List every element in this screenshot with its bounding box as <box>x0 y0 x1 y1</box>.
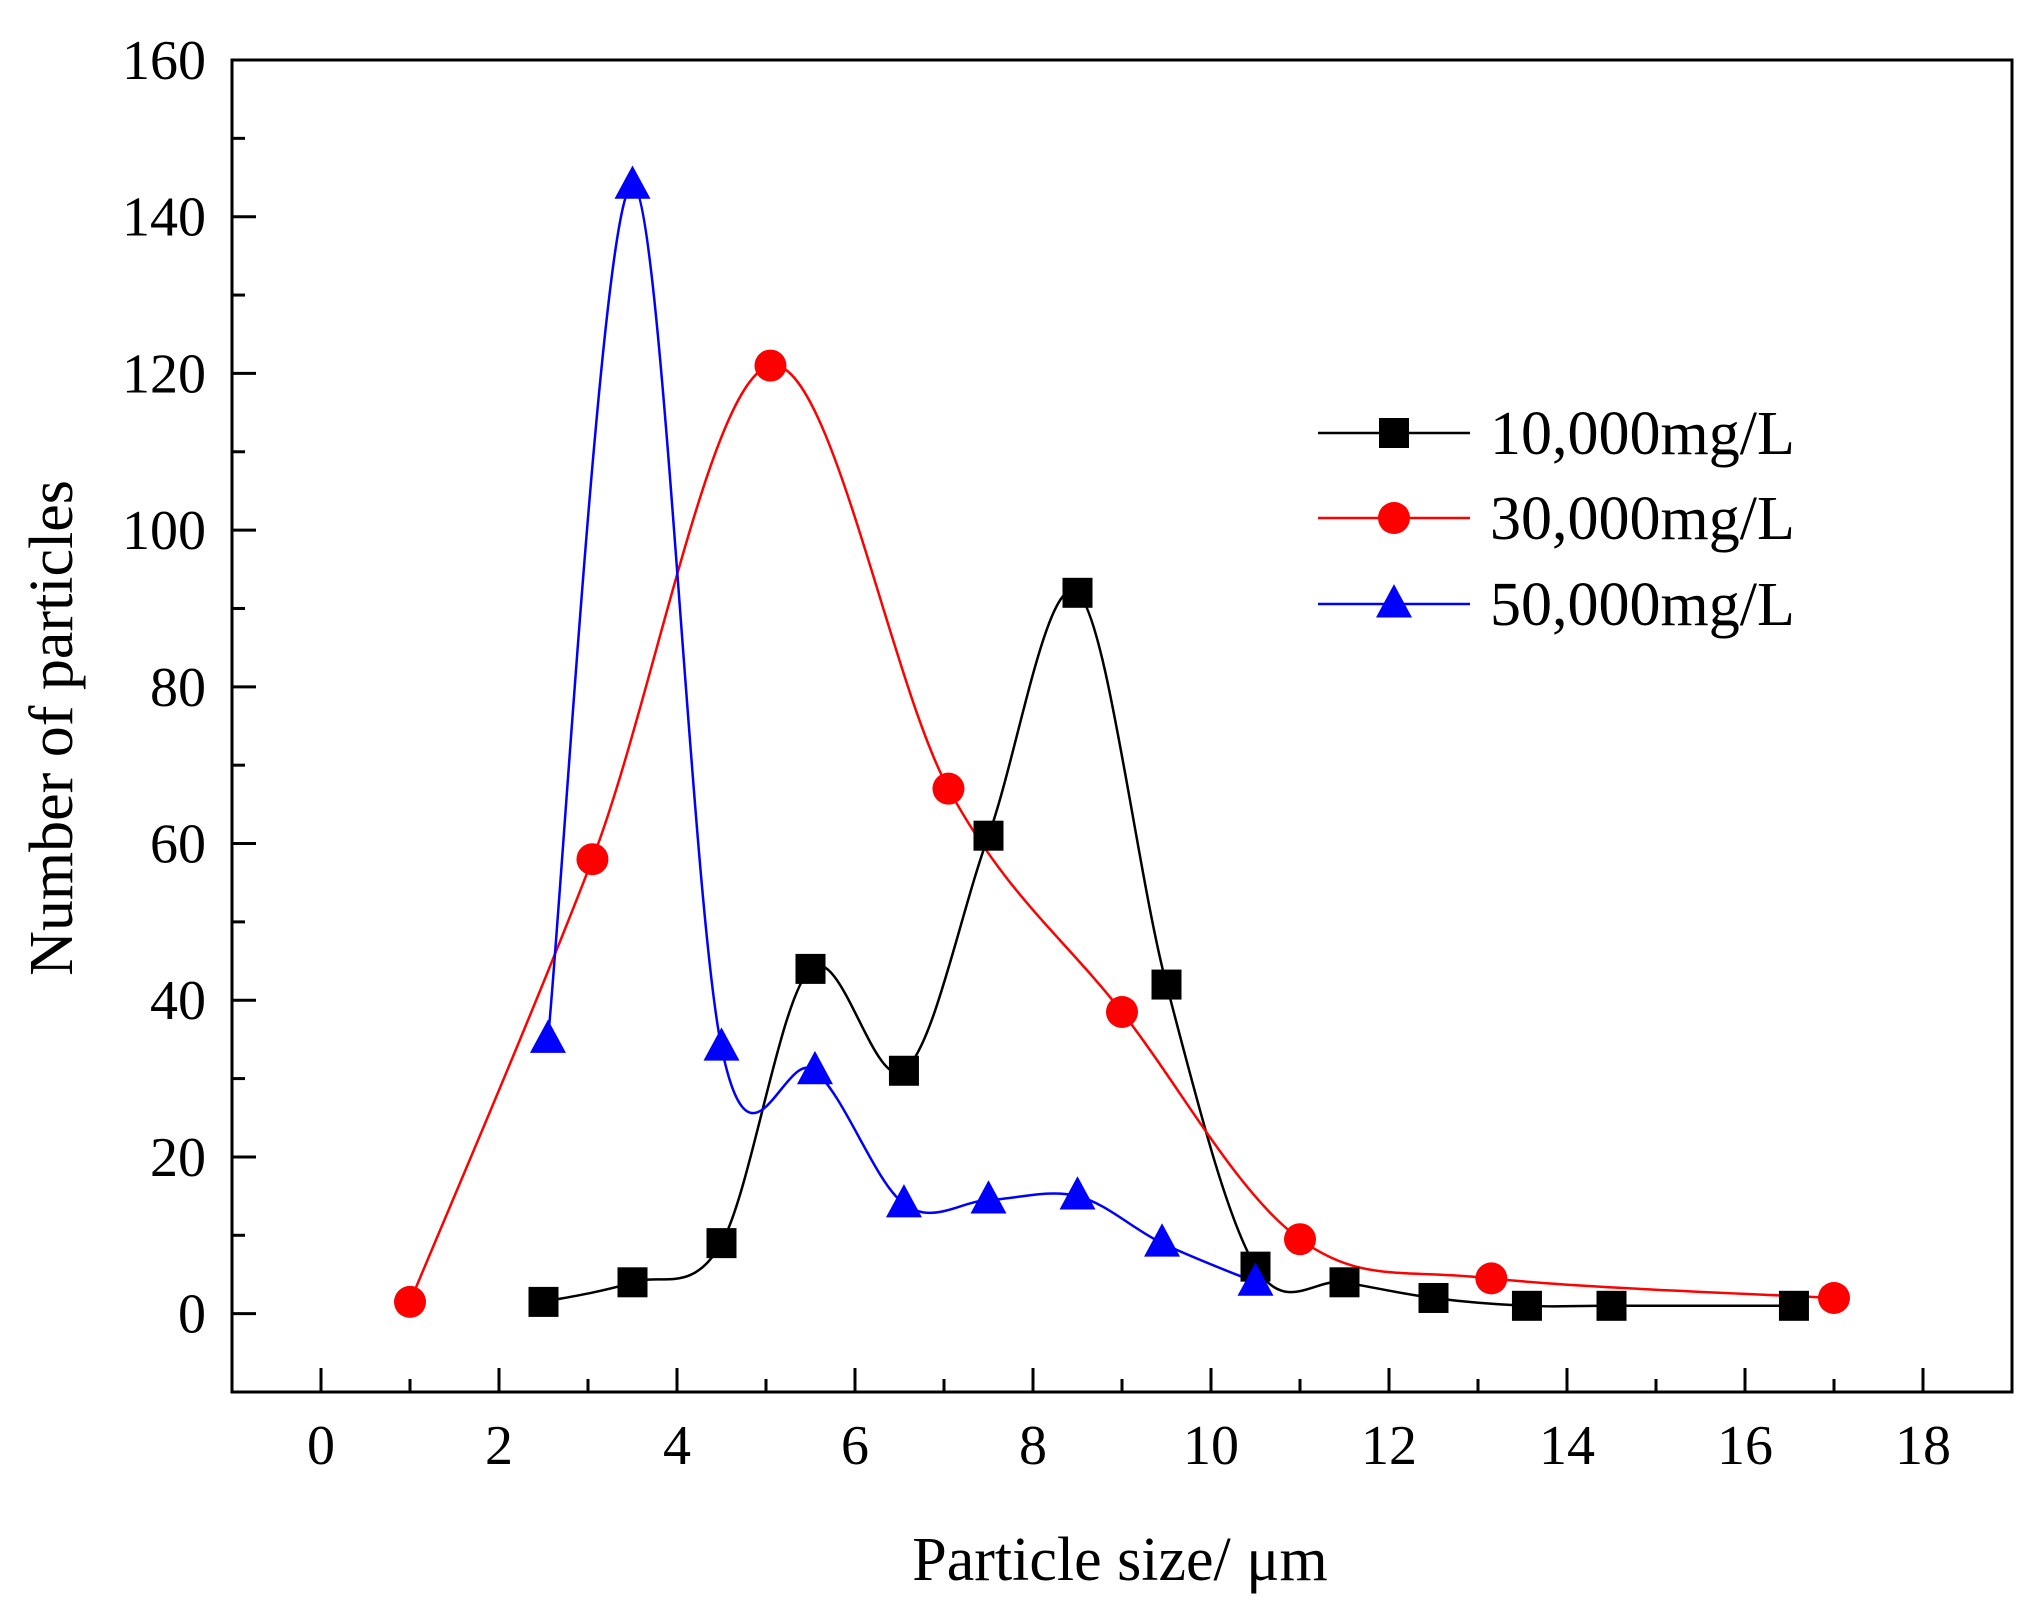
x-tick-label: 14 <box>1539 1415 1595 1477</box>
data-point-square <box>1511 1290 1542 1321</box>
x-tick-label: 18 <box>1895 1415 1951 1477</box>
legend-label: 30,000mg/L <box>1490 485 1795 553</box>
x-axis-title: Particle size/ μm <box>912 1526 1327 1594</box>
y-tick-label: 60 <box>150 814 206 876</box>
data-point-triangle <box>796 1050 833 1085</box>
data-point-square <box>973 820 1004 851</box>
data-point-square <box>617 1267 648 1298</box>
data-point-square <box>888 1055 919 1086</box>
data-point-triangle <box>1059 1176 1096 1210</box>
data-point-square <box>1418 1282 1449 1313</box>
x-tick-label: 16 <box>1717 1415 1773 1477</box>
data-point-triangle <box>885 1184 922 1218</box>
x-tick-label: 8 <box>1019 1415 1047 1477</box>
data-point-circle <box>932 772 965 805</box>
y-tick-label: 160 <box>122 30 206 92</box>
data-point-circle <box>1818 1281 1850 1314</box>
data-point-square <box>795 953 826 984</box>
data-point-circle <box>1475 1262 1508 1295</box>
y-tick-label: 20 <box>150 1127 206 1189</box>
series-line-1 <box>543 589 1794 1308</box>
data-point-square <box>1778 1290 1809 1321</box>
data-point-square <box>1062 577 1093 608</box>
data-point-triangle <box>703 1027 740 1061</box>
y-tick-label: 40 <box>150 970 206 1032</box>
x-tick-label: 0 <box>307 1415 335 1477</box>
data-point-triangle <box>529 1019 566 1053</box>
legend-label: 10,000mg/L <box>1490 400 1795 468</box>
legend-label: 50,000mg/L <box>1490 571 1795 639</box>
plot-frame <box>230 58 2014 1394</box>
data-point-circle <box>1284 1223 1316 1256</box>
y-axis-title: Number of particles <box>18 480 86 976</box>
data-point-circle <box>394 1285 426 1318</box>
x-tick-label: 6 <box>841 1415 869 1477</box>
data-point-square <box>1151 969 1182 1000</box>
data-point-triangle <box>1237 1262 1274 1296</box>
x-tick-label: 10 <box>1183 1415 1239 1477</box>
series-line-3 <box>546 184 1256 1284</box>
data-point-square <box>1329 1267 1360 1298</box>
x-tick-label: 2 <box>485 1415 513 1477</box>
y-tick-label: 120 <box>122 343 206 405</box>
y-tick-label: 80 <box>150 657 206 719</box>
data-point-circle <box>754 349 787 382</box>
y-tick-label: 0 <box>178 1284 206 1346</box>
data-point-square <box>1596 1290 1627 1321</box>
legend-marker-square <box>1379 418 1409 448</box>
y-tick-label: 140 <box>122 187 206 249</box>
data-point-square <box>706 1228 737 1259</box>
data-point-triangle <box>614 165 651 199</box>
y-tick-label: 100 <box>122 500 206 562</box>
x-tick-label: 4 <box>663 1415 691 1477</box>
data-point-circle <box>576 843 609 876</box>
x-tick-label: 12 <box>1361 1415 1417 1477</box>
legend-marker-circle <box>1378 502 1410 534</box>
data-point-triangle <box>970 1180 1007 1214</box>
data-point-circle <box>1106 995 1138 1028</box>
legend-marker-triangle <box>1376 584 1412 618</box>
data-point-triangle <box>1144 1223 1181 1257</box>
data-point-square <box>528 1286 559 1317</box>
